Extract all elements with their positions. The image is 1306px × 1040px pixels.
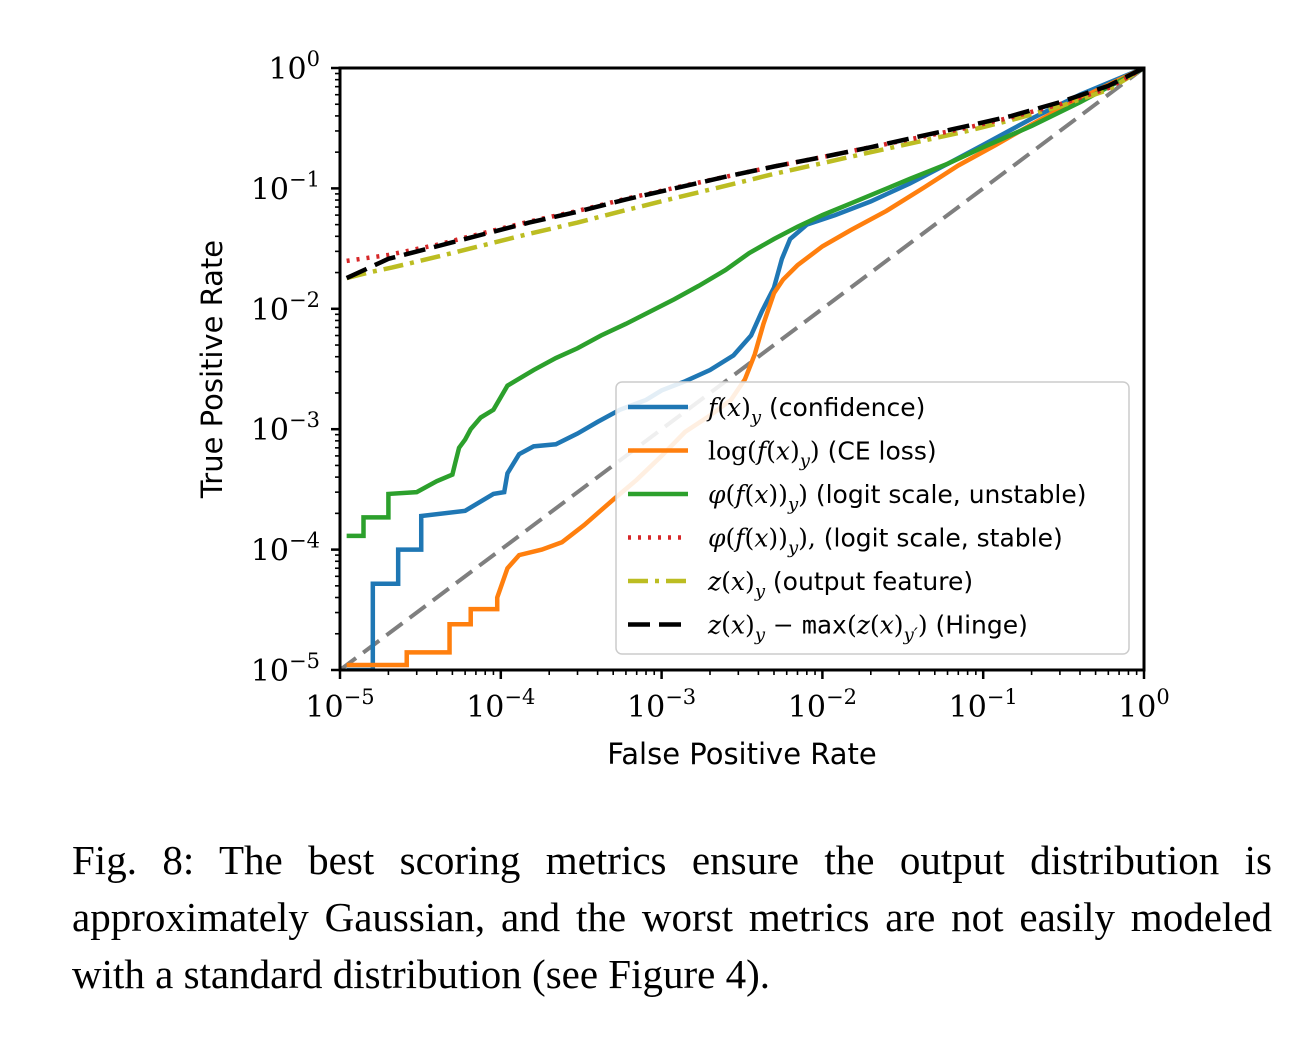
legend-label: φ(f(x))y) (logit scale, unstable) bbox=[708, 480, 1086, 515]
legend-entry-6: z(x)y − max(z(x)y′) (Hinge) bbox=[628, 611, 1028, 646]
legend-entry-1: f(x)y (confidence) bbox=[628, 393, 925, 428]
plot-frame bbox=[338, 66, 1146, 672]
x-tick-label: 10−3 bbox=[627, 685, 696, 725]
legend-box bbox=[615, 381, 1130, 655]
legend-entry-3: φ(f(x))y) (logit scale, unstable) bbox=[628, 480, 1086, 515]
x-tick-label: 10−5 bbox=[305, 685, 374, 725]
x-tick-label: 10−2 bbox=[788, 685, 857, 725]
series-line-5 bbox=[346, 68, 1144, 281]
x-tick-label: 10−4 bbox=[466, 685, 535, 725]
series-line-4 bbox=[346, 68, 1144, 264]
y-axis-ticks: 10−5 10−4 10−3 10−2 10−1 100 bbox=[251, 47, 320, 689]
series-line-6 bbox=[345, 68, 1144, 281]
x-axis-label: False Positive Rate bbox=[607, 737, 877, 771]
y-axis-label: True Positive Rate bbox=[195, 240, 229, 499]
legend-label: z(x)y (output feature) bbox=[707, 567, 973, 602]
y-tick-label: 10−2 bbox=[251, 288, 320, 328]
y-tick-label: 10−5 bbox=[251, 649, 320, 689]
y-tick-label: 100 bbox=[268, 47, 320, 87]
legend-label: φ(f(x))y), (logit scale, stable) bbox=[708, 524, 1063, 559]
y-tick-label: 10−4 bbox=[251, 529, 320, 569]
figure-caption: Fig. 8: The best scoring metrics ensure … bbox=[72, 837, 1272, 997]
reference-diagonal bbox=[340, 68, 1144, 670]
legend-entry-4: φ(f(x))y), (logit scale, stable) bbox=[628, 524, 1063, 559]
roc-chart: 10−5 10−4 10−3 10−2 10−1 100 10−5 10−4 10−3 10−2… bbox=[195, 47, 1170, 771]
legend-label: log(f(x)y) (CE loss) bbox=[708, 437, 937, 472]
x-axis-ticks: 10−5 10−4 10−3 10−2 10−1 100 bbox=[305, 685, 1169, 725]
legend-label: f(x)y (confidence) bbox=[706, 393, 925, 428]
x-tick-label: 10−1 bbox=[949, 685, 1018, 725]
x-tick-label: 100 bbox=[1118, 685, 1170, 725]
legend-entry-5: z(x)y (output feature) bbox=[628, 567, 973, 602]
legend-entry-2: log(f(x)y) (CE loss) bbox=[628, 437, 937, 472]
legend-label: z(x)y − max(z(x)y′) (Hinge) bbox=[707, 611, 1028, 646]
reference-diagonal-line bbox=[340, 68, 1144, 670]
series-line-3 bbox=[346, 68, 1144, 539]
y-tick-label: 10−1 bbox=[251, 167, 320, 207]
legend: f(x)y (confidence) log(f(x)y) (CE loss) φ(… bbox=[615, 381, 1130, 655]
y-tick-label: 10−3 bbox=[251, 408, 320, 448]
